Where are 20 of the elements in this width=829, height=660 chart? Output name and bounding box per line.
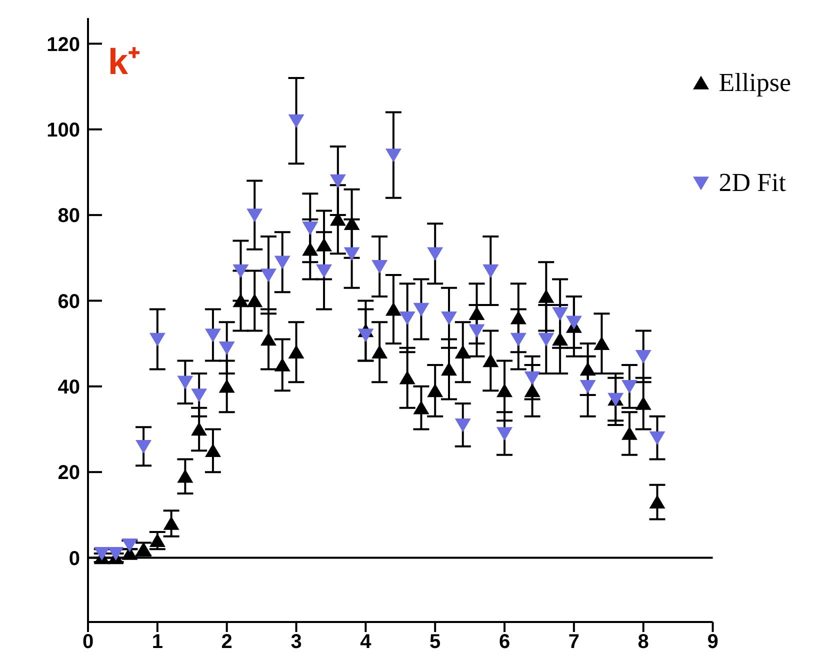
y-tick-label: 20 <box>58 462 80 484</box>
legend-label: 2D Fit <box>718 168 786 198</box>
legend-label: Ellipse <box>718 68 791 98</box>
x-tick-label: 2 <box>221 631 232 654</box>
y-tick-label: 100 <box>46 119 80 142</box>
x-tick-label: 1 <box>152 631 163 654</box>
x-tick-label: 5 <box>430 631 441 654</box>
y-tick-label: 120 <box>46 34 80 56</box>
y-tick-label: 40 <box>58 376 80 398</box>
y-tick-label: 60 <box>58 290 80 313</box>
x-tick-label: 0 <box>82 631 94 654</box>
y-tick-label: 80 <box>58 205 80 228</box>
x-tick-label: 6 <box>498 631 510 654</box>
y-tick-label: 0 <box>68 548 80 570</box>
x-tick-label: 7 <box>568 631 580 654</box>
x-tick-label: 3 <box>290 631 302 654</box>
x-tick-label: 8 <box>638 631 649 654</box>
x-tick-label: 9 <box>707 631 718 654</box>
annotation: k⁺ <box>108 40 140 84</box>
x-tick-label: 4 <box>360 631 372 654</box>
